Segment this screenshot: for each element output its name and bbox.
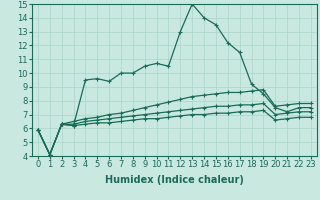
X-axis label: Humidex (Indice chaleur): Humidex (Indice chaleur) bbox=[105, 175, 244, 185]
